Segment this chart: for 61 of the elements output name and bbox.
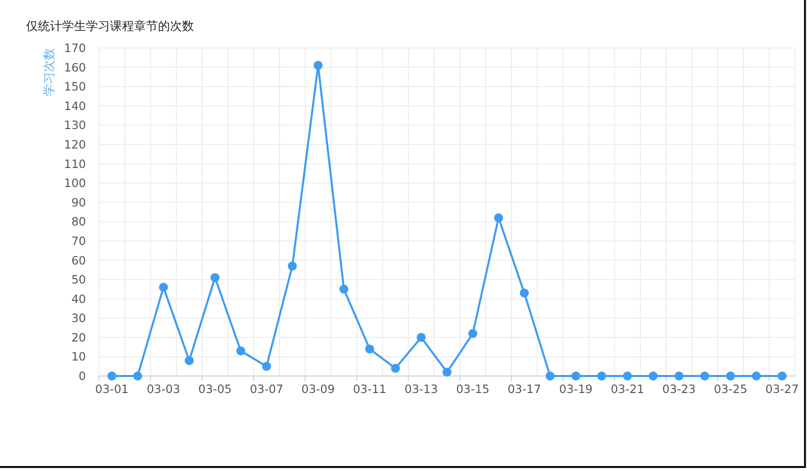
x-tick-label: 03-09 xyxy=(301,382,335,396)
x-tick-label: 03-05 xyxy=(198,382,232,396)
y-tick-label: 100 xyxy=(64,176,86,190)
x-tick-label: 03-19 xyxy=(559,382,593,396)
y-tick-label: 10 xyxy=(71,350,86,364)
y-tick-label: 120 xyxy=(64,137,86,152)
x-tick-label: 03-21 xyxy=(610,382,644,396)
y-tick-label: 30 xyxy=(71,311,86,326)
point xyxy=(752,372,761,380)
point xyxy=(648,372,658,380)
point xyxy=(416,332,426,342)
point xyxy=(339,284,348,294)
point xyxy=(520,288,529,298)
x-tick-label: 03-23 xyxy=(662,382,696,396)
y-tick-label: 60 xyxy=(71,253,86,268)
y-tick-label: 110 xyxy=(64,156,86,171)
point xyxy=(133,372,142,380)
y-tick-label: 40 xyxy=(71,292,86,306)
x-tick-label: 03-13 xyxy=(404,382,438,396)
point xyxy=(288,262,297,271)
x-tick-label: 03-25 xyxy=(714,382,748,396)
x-tick-label: 03-17 xyxy=(508,382,542,396)
point xyxy=(700,372,710,380)
point xyxy=(778,372,787,380)
y-tick-label: 170 xyxy=(64,41,86,56)
point xyxy=(184,356,194,366)
point xyxy=(314,60,323,70)
x-tick-label: 03-27 xyxy=(765,382,799,396)
point xyxy=(236,346,246,356)
point xyxy=(390,364,400,373)
y-tick-label: 150 xyxy=(64,80,86,94)
y-tick-label: 160 xyxy=(64,60,86,74)
point xyxy=(365,344,374,354)
y-tick-label: 50 xyxy=(71,272,86,287)
chart-title: 仅统计学生学习课程章节的次数 xyxy=(26,19,194,33)
y-tick-label: 140 xyxy=(64,98,86,113)
y-tick-label: 130 xyxy=(64,118,86,132)
point xyxy=(674,372,684,380)
point xyxy=(468,329,478,338)
y-tick-label: 90 xyxy=(71,195,86,210)
point xyxy=(726,372,736,380)
point xyxy=(442,368,452,377)
x-tick-label: 03-01 xyxy=(95,382,129,396)
point xyxy=(546,372,555,380)
point xyxy=(107,372,116,380)
point xyxy=(571,372,580,380)
point xyxy=(597,372,606,380)
point xyxy=(262,362,272,371)
x-tick-label: 03-07 xyxy=(250,382,284,396)
y-tick-label: 70 xyxy=(71,234,86,248)
point xyxy=(622,372,632,380)
x-tick-label: 03-15 xyxy=(456,382,490,396)
y-tick-label: 20 xyxy=(71,330,86,344)
point xyxy=(210,273,220,282)
x-tick-label: 03-03 xyxy=(146,382,180,396)
y-tick-label: 80 xyxy=(71,214,86,229)
point xyxy=(494,213,504,222)
y-axis-title: 学习次数 xyxy=(42,48,56,96)
point xyxy=(158,282,168,292)
x-tick-label: 03-11 xyxy=(352,382,386,396)
y-tick-label: 0 xyxy=(78,369,86,384)
